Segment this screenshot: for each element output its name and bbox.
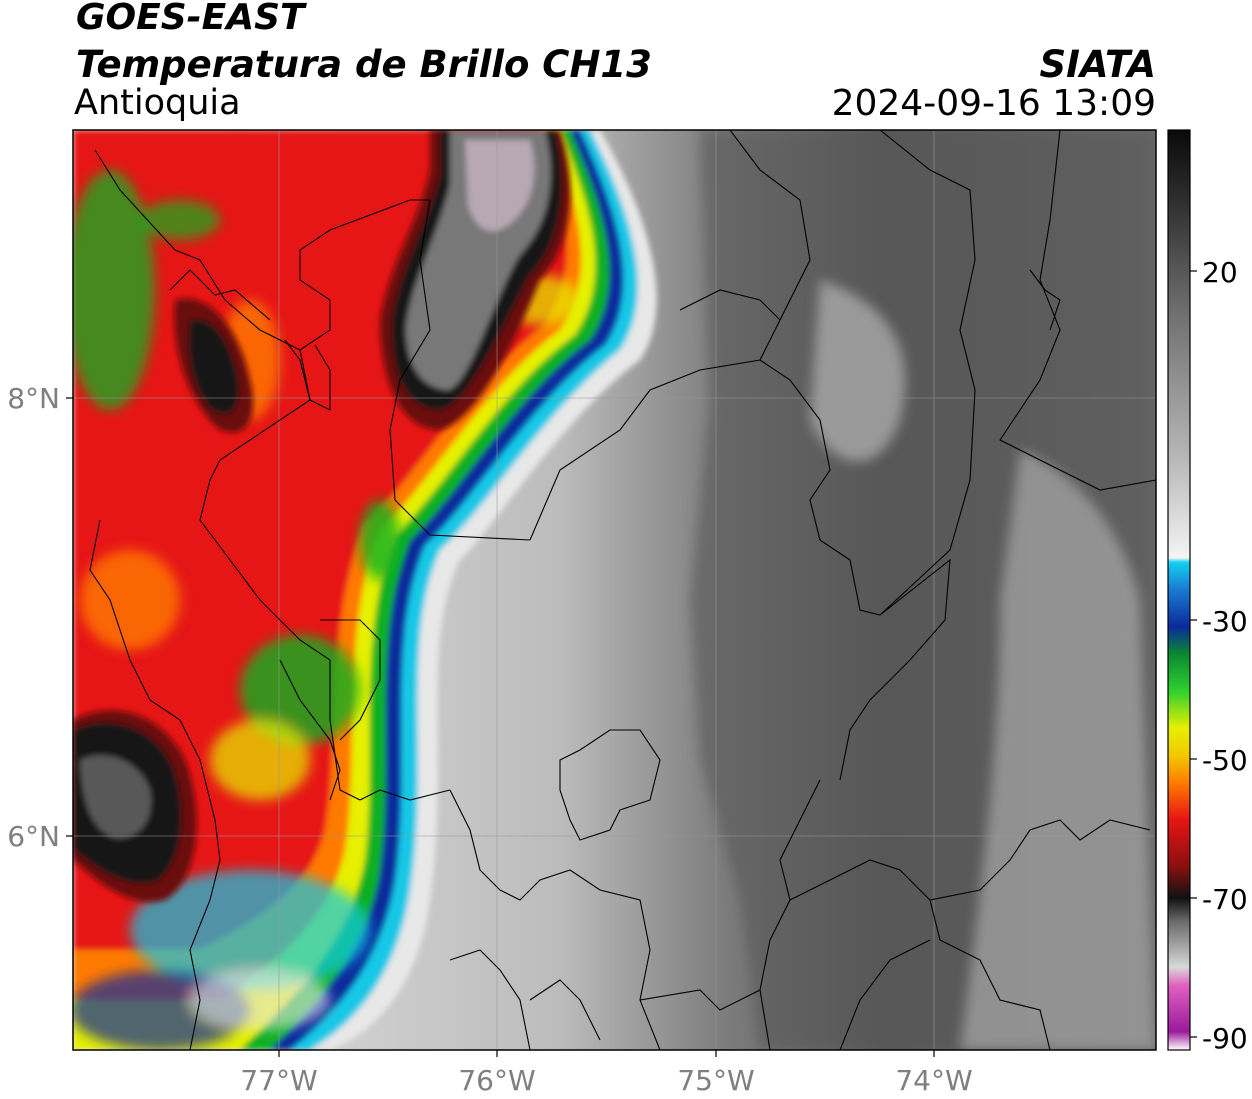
lon-label-77w: 77°W [240,1064,317,1097]
graticule [73,130,1156,1050]
axis-ticks [66,397,935,1057]
satellite-title: GOES-EAST [76,0,305,38]
colorbar-tick-neg70: -70 [1202,883,1248,916]
agency-label: SIATA [1039,43,1156,86]
colorbar-tick-neg50: -50 [1202,744,1248,777]
lon-label-76w: 76°W [458,1064,535,1097]
satellite-imagery [73,130,1156,1050]
colorbar: 20 -30 -50 -70 -90 [1167,129,1248,1055]
map-frame [72,129,1157,1051]
product-title: Temperatura de Brillo CH13 [76,43,652,86]
colorbar-frame [1167,129,1191,1051]
lat-label-8n: 8°N [7,382,60,415]
datetime-label: 2024-09-16 13:09 [831,83,1156,124]
colorbar-tick-neg90: -90 [1202,1022,1248,1055]
boundaries [89,130,1156,1050]
colorbar-ramp [1168,130,1190,1050]
colorbar-tick-20: 20 [1202,256,1238,289]
lat-label-6n: 6°N [7,820,60,853]
colorbar-tick-neg30: -30 [1202,605,1248,638]
region-label: Antioquia [74,83,241,123]
lon-label-74w: 74°W [895,1064,972,1097]
lon-label-75w: 75°W [677,1064,754,1097]
